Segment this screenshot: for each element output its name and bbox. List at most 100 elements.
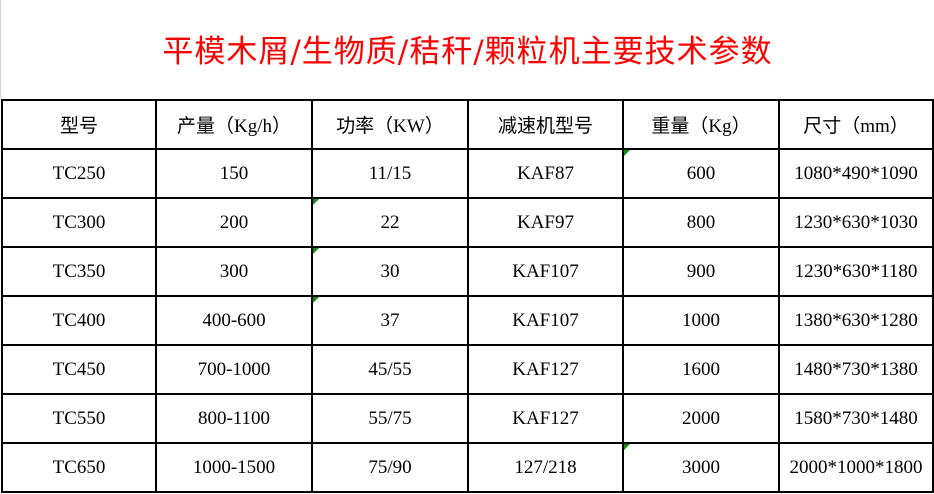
table-cell[interactable]: 75/90 (311, 442, 469, 493)
table-row: TC300 200 22 KAF97 800 1230*630*1030 (1, 197, 934, 248)
table-cell[interactable]: TC550 (1, 393, 157, 444)
cell-text: 1000-1500 (192, 456, 276, 478)
header-cell[interactable]: 尺寸（mm） (778, 99, 934, 150)
cell-text: TC450 (52, 358, 106, 380)
table-cell[interactable]: 800 (622, 197, 780, 248)
table-cell[interactable]: 1230*630*1180 (778, 246, 934, 297)
table-cell[interactable]: TC250 (1, 148, 157, 199)
table-cell[interactable]: KAF107 (467, 246, 624, 297)
table-cell[interactable]: 150 (155, 148, 313, 199)
table-row: TC450 700-1000 45/55 KAF127 1600 1480*730*138… (1, 344, 934, 395)
table-cell[interactable]: 1080*490*1090 (778, 148, 934, 199)
table-row: TC250 150 11/15 KAF87 600 1080*490*1090 (1, 148, 934, 199)
cell-text: TC300 (52, 211, 106, 233)
table-cell[interactable]: KAF97 (467, 197, 624, 248)
table-row: TC650 1000-1500 75/90 127/218 3000 2000*1000*… (1, 442, 934, 493)
cell-text: 1580*730*1480 (794, 407, 918, 429)
cell-text: 150 (219, 162, 249, 184)
comment-marker-icon (624, 150, 630, 156)
cell-text: TC650 (52, 456, 106, 478)
cell-text: 2000*1000*1800 (789, 456, 923, 478)
table-cell[interactable]: 3000 (622, 442, 780, 493)
table-cell[interactable]: TC650 (1, 442, 157, 493)
cell-text: TC250 (52, 162, 106, 184)
table-cell[interactable]: 200 (155, 197, 313, 248)
comment-marker-icon (313, 248, 319, 254)
table-row: TC550 800-1100 55/75 KAF127 2000 1580*730*148… (1, 393, 934, 444)
table-cell[interactable]: 1000 (622, 295, 780, 346)
cell-text: 1380*630*1280 (794, 309, 918, 331)
cell-text: 30 (380, 260, 400, 282)
cell-text: 37 (380, 309, 400, 331)
table-cell[interactable]: 1000-1500 (155, 442, 313, 493)
cell-text: 45/55 (368, 358, 412, 380)
cell-text: 3000 (682, 456, 720, 478)
table-cell[interactable]: 1480*730*1380 (778, 344, 934, 395)
title-row: 平模木屑/生物质/秸秆/颗粒机主要技术参数 (0, 0, 934, 99)
spec-table: 型号 产量（Kg/h） 功率（KW） 减速机型号 重量（Kg） 尺寸（mm） TC250 15… (1, 99, 934, 493)
table-cell[interactable]: TC300 (1, 197, 157, 248)
cell-text: 800 (686, 211, 716, 233)
comment-marker-icon (313, 297, 319, 303)
table-cell[interactable]: 800-1100 (155, 393, 313, 444)
table-cell[interactable]: 2000*1000*1800 (778, 442, 934, 493)
table-cell[interactable]: 30 (311, 246, 469, 297)
cell-text: 11/15 (368, 162, 412, 184)
table-cell[interactable]: 1600 (622, 344, 780, 395)
cell-text: TC400 (52, 309, 106, 331)
cell-text: 1480*730*1380 (794, 358, 918, 380)
table-cell[interactable]: KAF87 (467, 148, 624, 199)
table-cell[interactable]: 22 (311, 197, 469, 248)
table-cell[interactable]: 1230*630*1030 (778, 197, 934, 248)
page-title: 平模木屑/生物质/秸秆/颗粒机主要技术参数 (162, 34, 773, 70)
cell-text: 1230*630*1180 (794, 260, 918, 282)
comment-marker-icon (313, 199, 319, 205)
cell-text: 2000 (682, 407, 720, 429)
table-cell[interactable]: 37 (311, 295, 469, 346)
cell-text: 200 (219, 211, 249, 233)
table-cell[interactable]: KAF127 (467, 344, 624, 395)
cell-text: KAF107 (512, 309, 579, 331)
table-cell[interactable]: 600 (622, 148, 780, 199)
cell-text: KAF107 (512, 260, 579, 282)
header-cell[interactable]: 功率（KW） (311, 99, 469, 150)
table-cell[interactable]: TC400 (1, 295, 157, 346)
cell-text: 22 (380, 211, 400, 233)
table-cell[interactable]: 127/218 (467, 442, 624, 493)
table-cell[interactable]: 2000 (622, 393, 780, 444)
cell-text: KAF127 (512, 358, 579, 380)
cell-text: 700-1000 (197, 358, 271, 380)
table-cell[interactable]: 1380*630*1280 (778, 295, 934, 346)
table-row: TC400 400-600 37 KAF107 1000 1380*630*1280 (1, 295, 934, 346)
header-cell[interactable]: 型号 (1, 99, 157, 150)
cell-text: TC350 (52, 260, 106, 282)
table-cell[interactable]: 55/75 (311, 393, 469, 444)
table-cell[interactable]: 300 (155, 246, 313, 297)
table-cell[interactable]: TC450 (1, 344, 157, 395)
cell-text: 75/90 (368, 456, 412, 478)
table-cell[interactable]: 700-1000 (155, 344, 313, 395)
cell-text: KAF97 (516, 211, 574, 233)
cell-text: 1000 (682, 309, 720, 331)
table-cell[interactable]: 45/55 (311, 344, 469, 395)
table-cell[interactable]: 400-600 (155, 295, 313, 346)
comment-marker-icon (624, 444, 630, 450)
table-row: TC350 300 30 KAF107 900 1230*630*1180 (1, 246, 934, 297)
cell-text: 1230*630*1030 (794, 211, 918, 233)
cell-text: 1080*490*1090 (794, 162, 918, 184)
cell-text: 1600 (682, 358, 720, 380)
header-cell[interactable]: 重量（Kg） (622, 99, 780, 150)
header-cell[interactable]: 减速机型号 (467, 99, 624, 150)
table-cell[interactable]: TC350 (1, 246, 157, 297)
table-cell[interactable]: 900 (622, 246, 780, 297)
cell-text: KAF127 (512, 407, 579, 429)
cell-text: 300 (219, 260, 249, 282)
table-cell[interactable]: 11/15 (311, 148, 469, 199)
table-cell[interactable]: KAF107 (467, 295, 624, 346)
cell-text: TC550 (52, 407, 106, 429)
cell-text: 600 (686, 162, 716, 184)
cell-text: 800-1100 (197, 407, 271, 429)
table-cell[interactable]: KAF127 (467, 393, 624, 444)
header-cell[interactable]: 产量（Kg/h） (155, 99, 313, 150)
table-cell[interactable]: 1580*730*1480 (778, 393, 934, 444)
